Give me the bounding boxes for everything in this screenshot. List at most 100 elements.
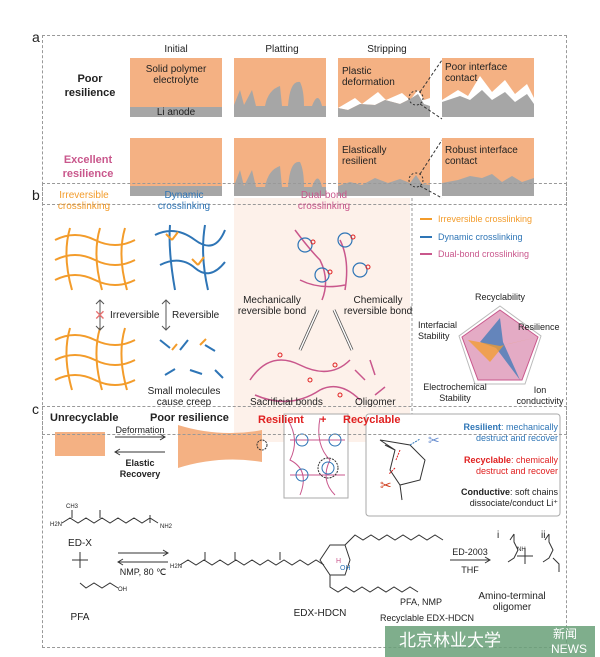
product-oh: OH <box>340 565 351 572</box>
deformation-arrows <box>114 433 166 456</box>
legend-dual: Dual-bond crosslinking <box>438 249 530 259</box>
cross-mark-icon: ✕ <box>94 307 106 323</box>
product-label: EDX-HDCN <box>293 608 347 619</box>
poor-resilience-label: Poor resilience <box>150 412 229 424</box>
radar-axis-electrochemical: Electrochemical Stability <box>423 382 487 403</box>
legend-irreversible: Irreversible crosslinking <box>438 214 533 224</box>
anode-initial-poor <box>130 107 222 117</box>
panel-c-frame <box>42 406 567 648</box>
radar-axis-interfacial: Interfacial Stability <box>418 320 458 341</box>
watermark-news-en: NEWS <box>551 642 587 656</box>
resilient-note: Resilient: mechanically destruct and rec… <box>448 422 558 444</box>
product-h2n: H2N <box>170 564 183 570</box>
pfa-nmp-label: PFA, NMP <box>400 597 443 607</box>
radar-axis-resilience: Resilience <box>518 322 560 332</box>
conductive-note-text: : soft chains dissociate/conduct Li⁺ <box>469 487 558 508</box>
radar-axis-recyclability: Recyclability <box>474 292 526 302</box>
edx-nh2: NH2 <box>160 524 173 530</box>
column-stripping: Stripping <box>367 44 407 55</box>
conditions-label: NMP, 80 ℃ <box>119 567 167 577</box>
dual-title: Dual-bond crosslinking <box>297 190 351 212</box>
dual-bond-background <box>234 198 410 442</box>
watermark-school: 北京林业大学 <box>399 631 501 651</box>
panel-c-label: c <box>32 401 39 417</box>
film-initial <box>55 432 105 456</box>
dynamic-crosslinks <box>165 231 207 351</box>
recyclable-note: Recyclable: chemically destruct and reco… <box>448 455 558 477</box>
electrolyte-label: Solid polymer electrolyte <box>145 64 207 86</box>
pfa-label: PFA <box>70 612 90 623</box>
scissors-icon-red: ✂ <box>380 477 392 493</box>
recyclable-note-head: Recyclable <box>463 455 511 465</box>
conductive-note-head: Conductive <box>460 487 510 497</box>
electrolyte-initial-poor <box>130 58 222 108</box>
resilient-label: Resilient <box>258 414 304 426</box>
panel-a-label: a <box>32 29 40 45</box>
radar-grid <box>458 305 542 385</box>
reversible-arrow <box>161 299 171 331</box>
irreversible-title: Irreversible crosslinking <box>57 190 111 212</box>
radar-axis-ion-conductivity: Ion conductivity <box>516 385 564 406</box>
plus-signs <box>72 548 533 568</box>
recyclable-note-text: : chemically destruct and recover <box>475 455 558 476</box>
scissors-icon-blue: ✂ <box>428 432 440 448</box>
product-h: H <box>336 558 342 565</box>
poor-contact-label: Poor interface contact <box>445 62 508 84</box>
irreversible-arrow <box>95 299 105 331</box>
mechanism-box <box>365 413 561 517</box>
mech-bond-label: Mechanically reversible bond <box>237 295 307 317</box>
reversible-arrow-label: Reversible <box>172 310 220 321</box>
irreversible-arrow-label: Irreversible <box>110 310 160 321</box>
row-excellent-resilience: Excellent resilience <box>62 154 114 180</box>
hydrogen-bond-markers <box>277 234 371 398</box>
radar-chart <box>458 305 542 385</box>
network-zoom-box <box>283 413 349 499</box>
dual-bond-network <box>249 229 386 403</box>
reagent-label: ED-2003 <box>452 547 488 557</box>
radar-series-irreversible <box>468 337 538 362</box>
oligomer-ii-label: ii <box>541 530 546 541</box>
oligomer-label: Oligomer <box>355 397 396 408</box>
edx-h2n: H2N <box>50 522 63 528</box>
sacrificial-label: Sacrificial bonds <box>250 397 323 408</box>
legend-dynamic: Dynamic crosslinking <box>438 232 523 242</box>
oligomer-nh: NH <box>517 547 526 553</box>
amino-oligomer-label: Amino-terminal oligomer <box>478 591 546 613</box>
film-stretched <box>178 425 262 468</box>
row-poor-resilience: Poor resilience <box>64 73 116 99</box>
pfa-oh: OH <box>118 587 127 593</box>
recyclable-label: Recyclable <box>343 414 401 426</box>
panel-b-label: b <box>32 187 40 203</box>
creep-label: Small molecules cause creep <box>147 386 221 408</box>
elastic-recovery-label: Elastic Recovery <box>119 458 161 479</box>
watermark-logo: 北京林业大学 新闻 NEWS <box>385 626 595 657</box>
dynamic-network <box>154 224 226 379</box>
edx-ch3: CH3 <box>66 504 79 510</box>
edx-label: ED-X <box>68 538 92 549</box>
resilient-note-head: Resilient <box>463 422 501 432</box>
conductive-note: Conductive: soft chains dissociate/condu… <box>442 487 558 509</box>
panel-a-frame <box>42 35 567 205</box>
oligomer-i-label: i <box>497 530 500 541</box>
deformation-label: Deformation <box>115 425 165 435</box>
chemical-structures <box>61 510 560 593</box>
irreversible-network <box>54 227 136 391</box>
solvent-label: THF <box>461 565 479 575</box>
robust-contact-label: Robust interface contact <box>445 145 518 167</box>
plastic-deformation-label: Plastic deformation <box>342 66 395 88</box>
anode-label: Li anode <box>156 107 196 118</box>
recyclable-product-label: Recyclable EDX-HDCN <box>380 613 475 623</box>
ring-structure <box>379 439 426 501</box>
column-initial: Initial <box>164 44 188 55</box>
ring-units <box>297 232 368 283</box>
panel-a-graphics <box>130 58 534 199</box>
dynamic-title: Dynamic crosslinking <box>157 190 211 212</box>
dendrites-plating-poor <box>234 81 326 117</box>
unrecyclable-label: Unrecyclable <box>50 412 119 424</box>
plus-label: + <box>320 414 327 426</box>
column-platting: Platting <box>265 44 299 55</box>
chem-bond-label: Chemically reversible bond <box>343 295 413 317</box>
resilient-note-text: : mechanically destruct and recover <box>475 422 558 443</box>
